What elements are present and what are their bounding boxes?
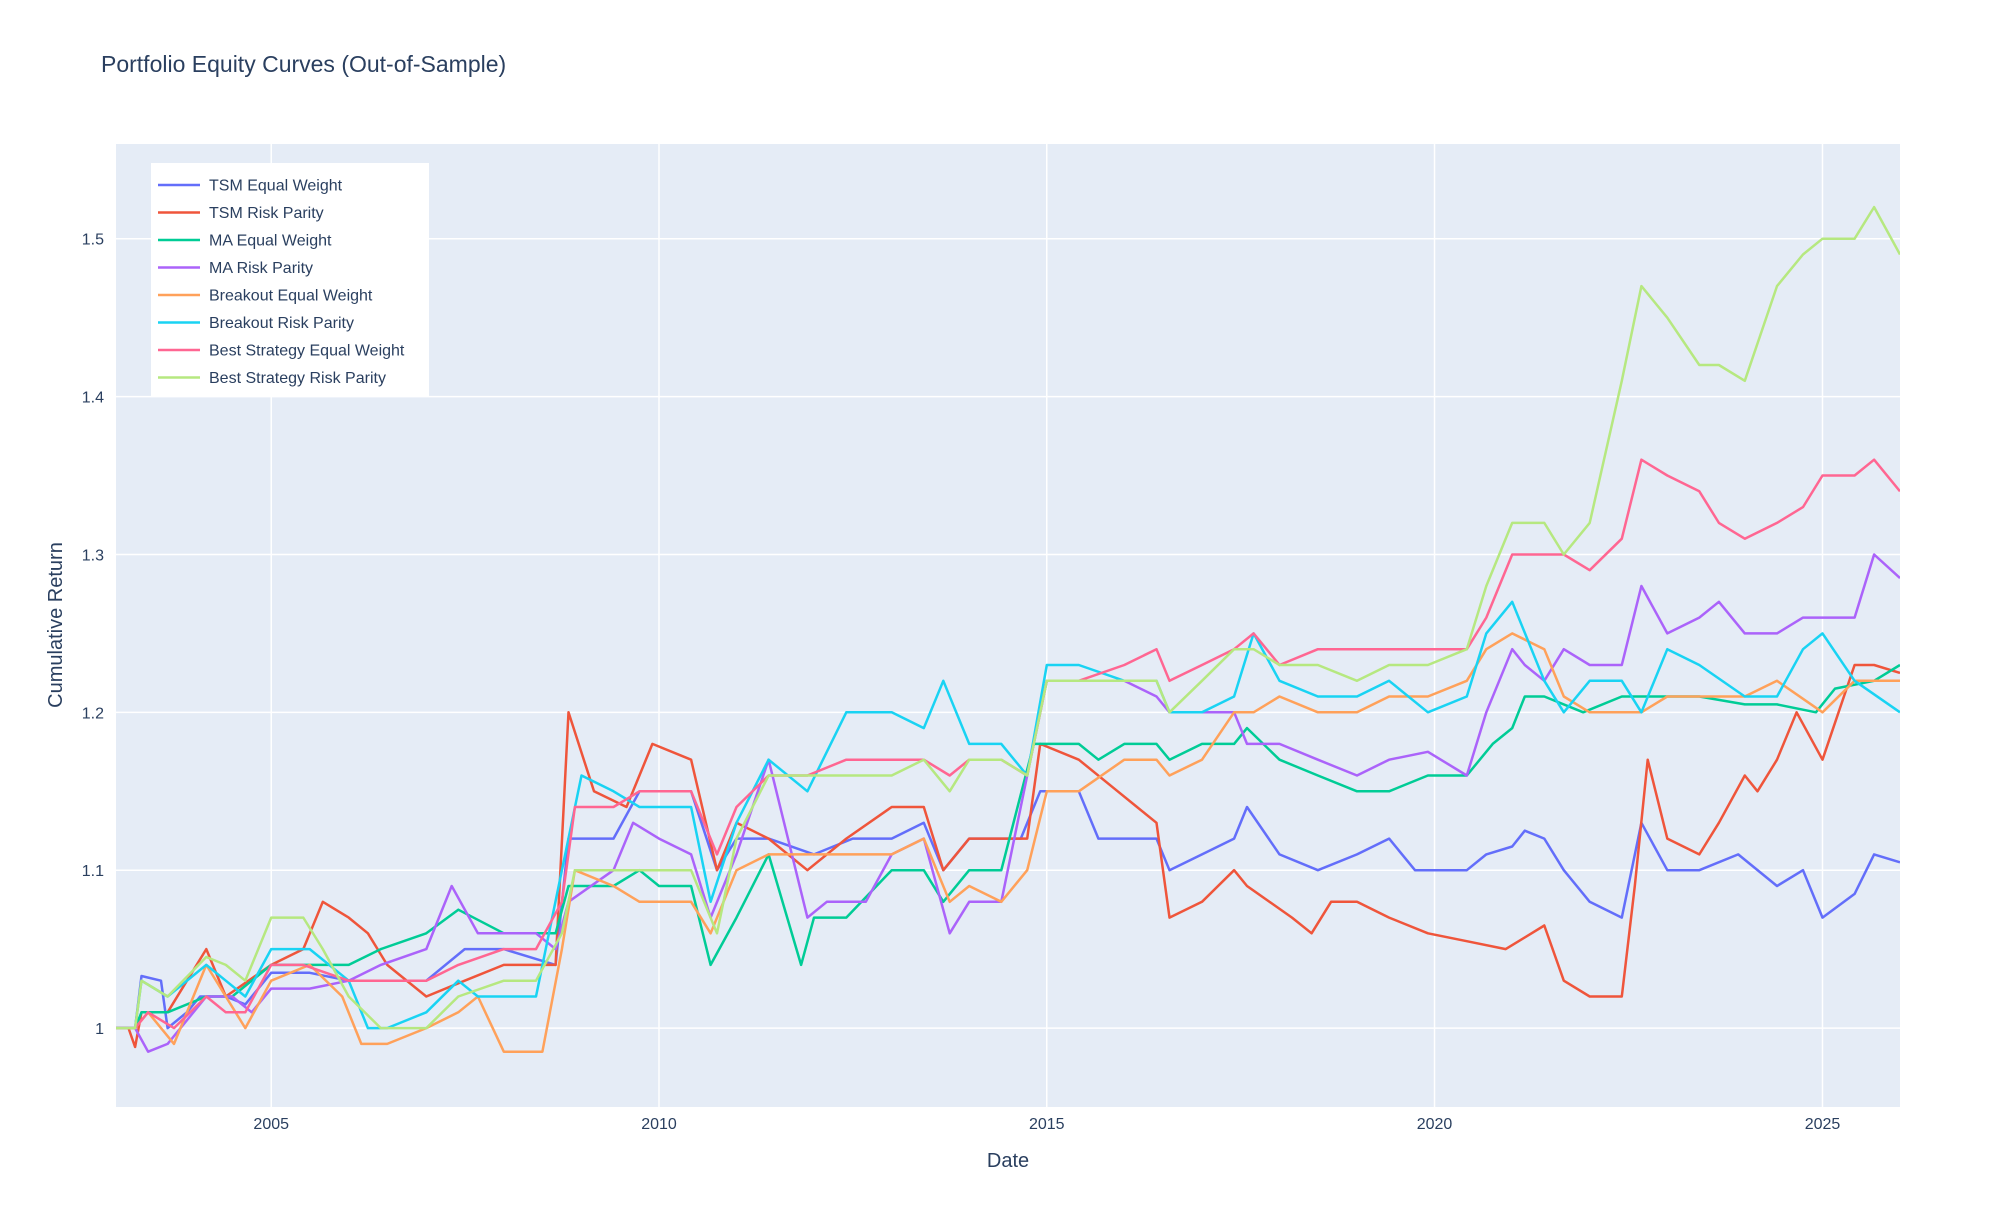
x-axis-title: Date bbox=[987, 1150, 1029, 1172]
x-tick-label: 2005 bbox=[253, 1116, 289, 1133]
legend-box bbox=[151, 163, 429, 397]
y-tick-label: 1.3 bbox=[82, 547, 104, 564]
y-tick-label: 1.1 bbox=[82, 863, 104, 880]
series-line-ma-risk-parity bbox=[116, 553, 1900, 1053]
series-lines bbox=[116, 205, 1900, 1053]
x-tick-label: 2010 bbox=[641, 1116, 677, 1133]
chart-title: Portfolio Equity Curves (Out-of-Sample) bbox=[101, 51, 506, 77]
axis-ticks: 1 1.1 1.2 1.3 1.4 1.5 2005 2010 2015 2020 2025 bbox=[82, 232, 1841, 1133]
y-tick-label: 1.2 bbox=[82, 705, 104, 722]
series-line-breakout-equal-weight bbox=[116, 632, 1900, 1053]
legend-label-tsm-equal-weight: TSM Equal Weight bbox=[209, 178, 343, 195]
x-tick-label: 2025 bbox=[1805, 1116, 1841, 1133]
legend: TSM Equal Weight TSM Risk Parity MA Equal … bbox=[151, 163, 429, 397]
y-tick-label: 1 bbox=[95, 1021, 104, 1038]
y-tick-label: 1.4 bbox=[82, 390, 104, 407]
x-tick-label: 2020 bbox=[1417, 1116, 1453, 1133]
legend-label-breakout-risk-parity: Breakout Risk Parity bbox=[209, 315, 354, 332]
x-tick-label: 2015 bbox=[1029, 1116, 1065, 1133]
series-line-best-strategy-risk-parity bbox=[116, 205, 1900, 1030]
legend-label-breakout-equal-weight: Breakout Equal Weight bbox=[209, 288, 373, 305]
legend-label-best-strategy-equal-weight: Best Strategy Equal Weight bbox=[209, 343, 405, 360]
legend-label-ma-risk-parity: MA Risk Parity bbox=[209, 260, 313, 277]
legend-label-ma-equal-weight: MA Equal Weight bbox=[209, 233, 332, 250]
y-axis-title: Cumulative Return bbox=[45, 542, 67, 708]
legend-label-tsm-risk-parity: TSM Risk Parity bbox=[209, 205, 324, 222]
series-line-breakout-risk-parity bbox=[116, 600, 1900, 1030]
y-tick-label: 1.5 bbox=[82, 232, 104, 249]
legend-label-best-strategy-risk-parity: Best Strategy Risk Parity bbox=[209, 370, 386, 387]
